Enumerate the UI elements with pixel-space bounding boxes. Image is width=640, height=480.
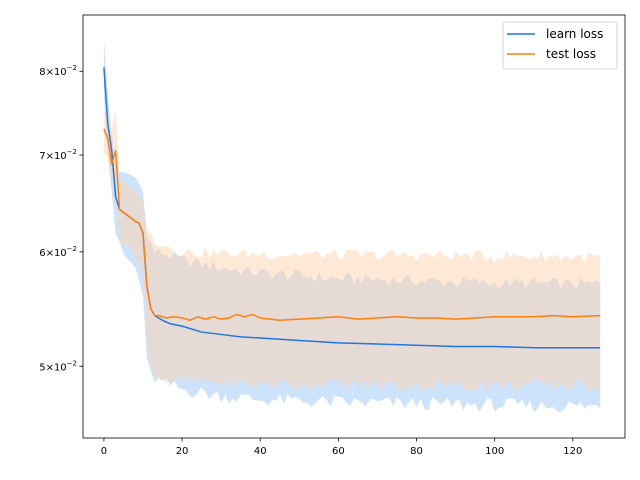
x-tick-label-4: 80 (410, 446, 423, 457)
y-tick-label-2: 7×10−2 (39, 148, 77, 162)
legend: learn loss test loss (502, 21, 618, 70)
y-axis: 5×10−2 6×10−2 7×10−2 8×10−2 (39, 64, 83, 373)
x-tick-label-1: 20 (176, 446, 189, 457)
series-lines (103, 67, 601, 349)
x-tick-label-2: 40 (254, 446, 267, 457)
x-axis: 0 20 40 60 80 100 120 (101, 438, 582, 457)
x-tick-label-3: 60 (332, 446, 345, 457)
series-line-1 (103, 128, 601, 322)
x-tick-label-6: 120 (563, 446, 582, 457)
confidence-bands (103, 40, 601, 413)
band-1 (103, 108, 601, 393)
y-tick-label-3: 8×10−2 (39, 64, 77, 78)
plot-frame (82, 14, 626, 439)
x-tick-label-0: 0 (101, 446, 107, 457)
legend-label-1: test loss (546, 47, 596, 61)
legend-label-0: learn loss (546, 27, 603, 41)
x-tick-label-5: 100 (485, 446, 504, 457)
y-tick-label-1: 6×10−2 (39, 245, 77, 259)
y-tick-label-0: 5×10−2 (39, 359, 77, 373)
